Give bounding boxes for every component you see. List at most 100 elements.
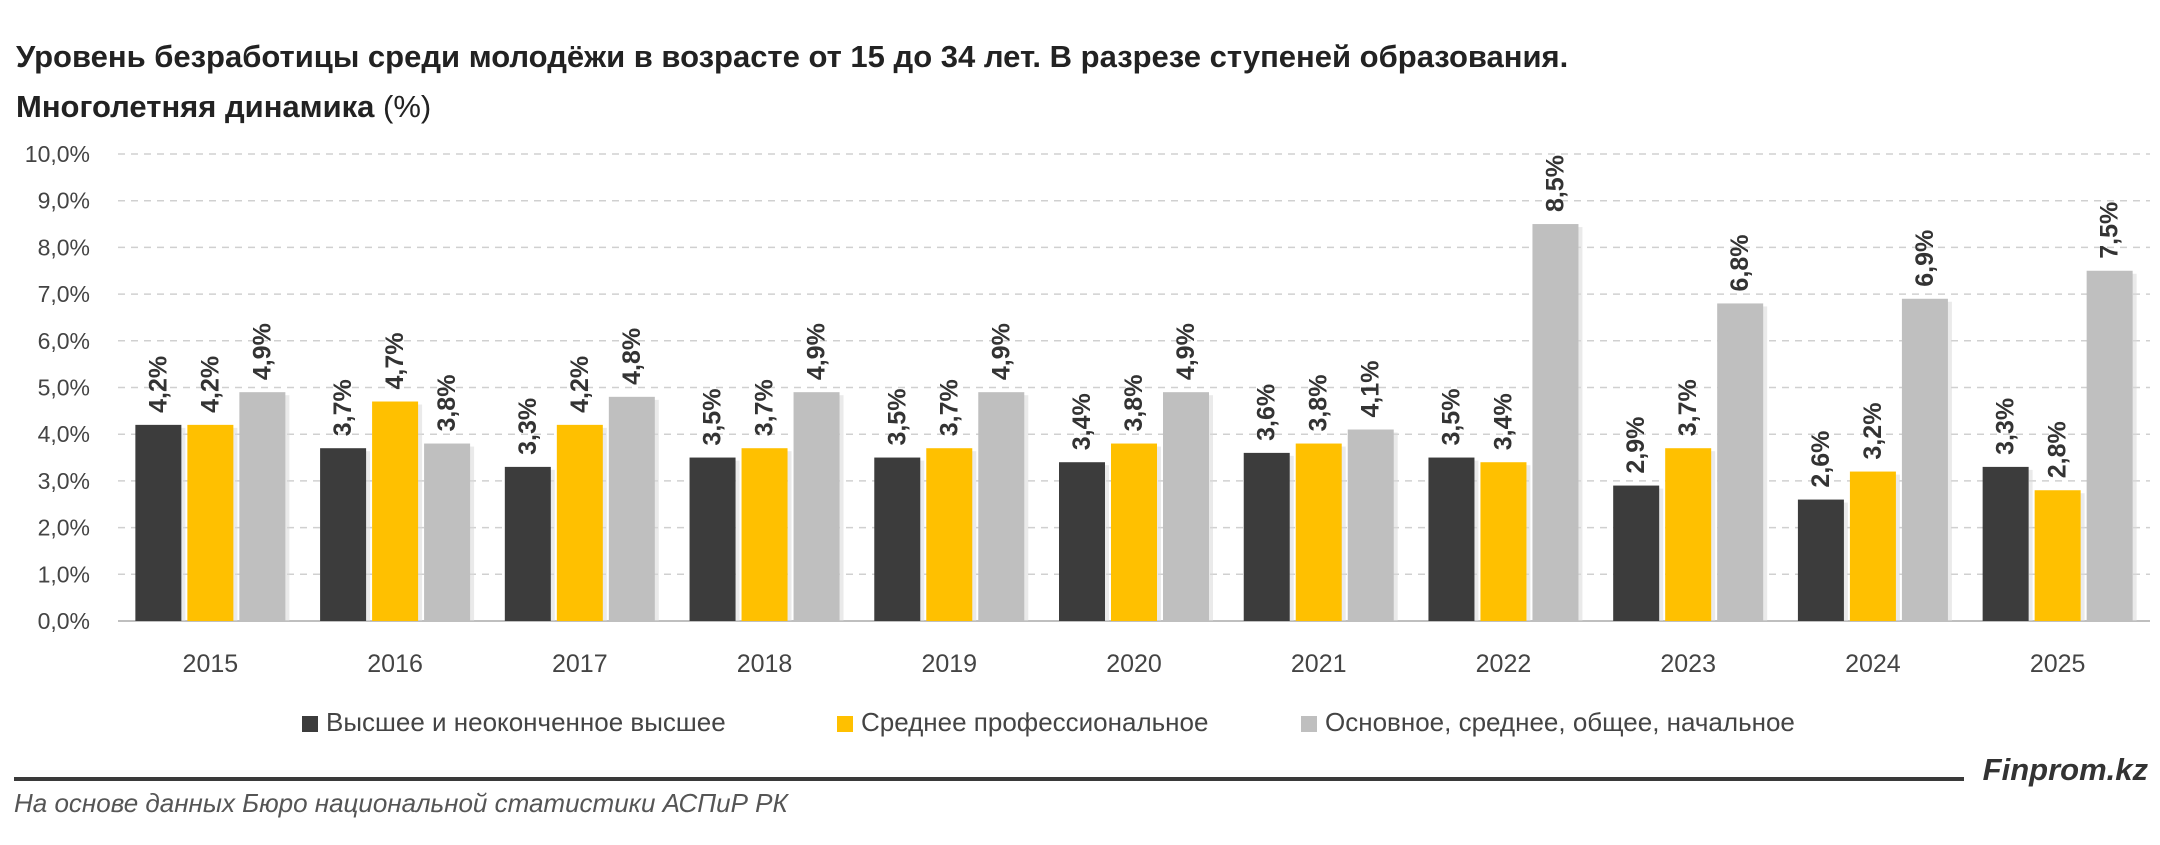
data-label: 4,1%: [1357, 361, 1385, 418]
bar: [135, 424, 182, 621]
data-label: 6,8%: [1726, 234, 1754, 291]
bar: [187, 424, 234, 621]
source-note: На основе данных Бюро национальной стати…: [14, 788, 788, 818]
bar: [793, 392, 840, 621]
y-tick-label: 6,0%: [38, 328, 90, 354]
data-label: 8,5%: [1541, 155, 1569, 212]
footer-divider: [14, 777, 1964, 781]
brand-logo-text: Finprom.kz: [1982, 752, 2148, 787]
bar: [1111, 443, 1157, 621]
x-tick-label: 2020: [1106, 650, 1162, 678]
x-tick-label: 2016: [367, 650, 423, 678]
legend-label: Высшее и неоконченное высшее: [326, 707, 726, 737]
y-tick-label: 1,0%: [38, 561, 90, 587]
bar: [926, 448, 973, 621]
x-tick-label: 2025: [2030, 650, 2086, 678]
data-label: 3,7%: [329, 379, 357, 436]
bar: [1347, 429, 1394, 621]
bar: [1901, 298, 1948, 621]
data-label: 3,3%: [1992, 398, 2020, 455]
x-tick-label: 2021: [1291, 650, 1347, 678]
chart-title: Уровень безработицы среди молодёжи в воз…: [16, 32, 2116, 132]
x-tick-label: 2023: [1660, 650, 1716, 678]
data-label: 3,4%: [1068, 393, 1096, 450]
data-label: 4,2%: [144, 356, 172, 413]
bar: [372, 401, 419, 621]
bar: [424, 443, 471, 621]
data-label: 3,5%: [699, 389, 727, 446]
bar: [689, 457, 736, 621]
data-label: 4,2%: [566, 356, 594, 413]
bar: [1665, 448, 1712, 621]
y-tick-label: 7,0%: [38, 281, 90, 307]
data-label: 3,7%: [751, 379, 779, 436]
chart-unit: (%): [383, 89, 432, 124]
bar: [1059, 462, 1105, 621]
data-label: 2,8%: [2044, 421, 2072, 478]
x-tick-label: 2022: [1476, 650, 1532, 678]
data-label: 7,5%: [2096, 202, 2124, 259]
data-label: 3,5%: [883, 389, 911, 446]
x-tick-label: 2024: [1845, 650, 1901, 678]
bar: [1797, 499, 1844, 621]
data-label: 3,3%: [514, 398, 542, 455]
data-label: 3,8%: [1120, 375, 1148, 432]
legend-swatch: [1301, 716, 1317, 732]
bar: [1613, 485, 1660, 621]
y-tick-label: 5,0%: [38, 375, 90, 401]
data-label: 3,8%: [433, 375, 461, 432]
data-label: 2,9%: [1622, 417, 1650, 474]
data-label: 4,9%: [248, 323, 276, 380]
bar: [978, 392, 1025, 621]
y-tick-label: 0,0%: [38, 608, 90, 634]
legend-swatch: [302, 716, 318, 732]
legend-swatch: [837, 716, 853, 732]
y-tick-label: 8,0%: [38, 234, 90, 260]
data-label: 4,9%: [987, 323, 1015, 380]
bar: [239, 392, 286, 621]
bar: [874, 457, 921, 621]
data-label: 3,5%: [1437, 389, 1465, 446]
y-tick-label: 3,0%: [38, 468, 90, 494]
data-label: 2,6%: [1807, 431, 1835, 488]
legend-label: Среднее профессиональное: [861, 707, 1208, 737]
data-label: 3,7%: [935, 379, 963, 436]
bar: [1428, 457, 1475, 621]
bar: [2086, 270, 2133, 621]
data-label: 3,7%: [1674, 379, 1702, 436]
bar: [1849, 471, 1896, 621]
bar: [2034, 490, 2081, 621]
x-tick-label: 2018: [737, 650, 793, 678]
bar: [1295, 443, 1342, 621]
bar: [1163, 392, 1209, 621]
chart-subtitle: Многолетняя динамика: [16, 89, 375, 124]
bar: [504, 466, 551, 621]
data-label: 3,4%: [1489, 393, 1517, 450]
y-tick-label: 4,0%: [38, 421, 90, 447]
data-label: 4,2%: [196, 356, 224, 413]
bar-chart: 0,0% 1,0% 2,0% 3,0% 4,0% 5,0% 6,0% 7,0% 8,0% 9,0%…: [25, 141, 2150, 737]
bar: [741, 448, 788, 621]
bar: [608, 396, 655, 621]
data-label: 4,8%: [618, 328, 646, 385]
chart-title-main: Уровень безработицы среди молодёжи в воз…: [16, 39, 1569, 74]
bar: [1717, 303, 1764, 621]
bar: [320, 448, 367, 621]
data-label: 4,7%: [381, 333, 409, 390]
y-tick-label: 9,0%: [38, 188, 90, 214]
data-label: 3,2%: [1859, 403, 1887, 460]
x-tick-label: 2019: [921, 650, 977, 678]
data-label: 4,9%: [1172, 323, 1200, 380]
x-tick-label: 2015: [183, 650, 239, 678]
legend-label: Основное, среднее, общее, начальное: [1325, 707, 1795, 737]
y-tick-label: 10,0%: [25, 141, 90, 167]
data-label: 6,9%: [1911, 230, 1939, 287]
data-label: 3,8%: [1305, 375, 1333, 432]
bar: [556, 424, 603, 621]
bar: [1480, 462, 1527, 621]
data-label: 3,6%: [1253, 384, 1281, 441]
bar: [1532, 224, 1579, 622]
bar: [1243, 452, 1290, 621]
x-tick-label: 2017: [552, 650, 608, 678]
data-label: 4,9%: [803, 323, 831, 380]
